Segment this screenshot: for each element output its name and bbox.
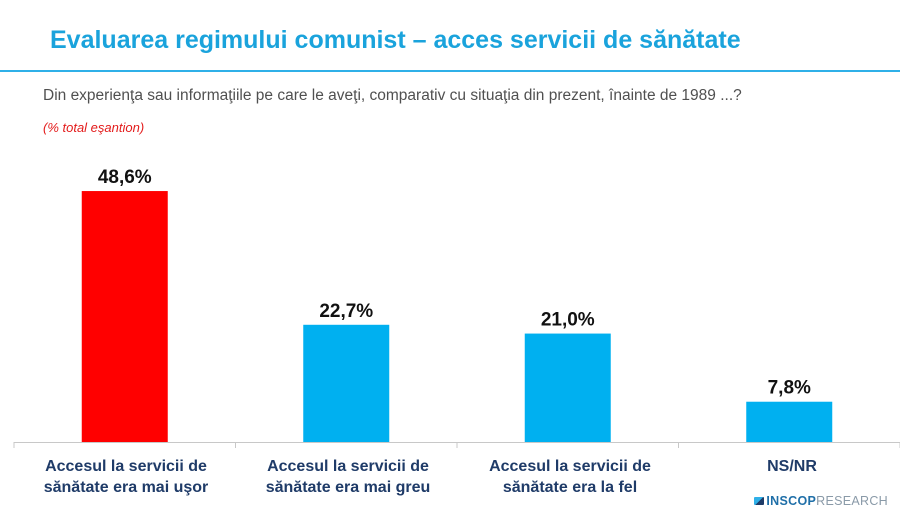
bar-0 bbox=[81, 191, 168, 442]
logo-text-primary: INSCOP bbox=[766, 494, 817, 508]
question-subtitle: Din experienţa sau informaţiile pe care … bbox=[43, 87, 742, 104]
page-title: Evaluarea regimului comunist – acces ser… bbox=[50, 26, 741, 54]
category-label-1: Accesul la servicii de sănătate era mai … bbox=[265, 458, 431, 496]
bar-1 bbox=[303, 324, 390, 442]
title-divider bbox=[0, 70, 900, 72]
bar-value-label-1: 22,7% bbox=[319, 301, 373, 322]
logo-text-secondary: RESEARCH bbox=[816, 494, 888, 508]
bar-value-label-3: 7,8% bbox=[768, 378, 811, 399]
category-label-3: NS/NR bbox=[767, 458, 817, 475]
bar-3 bbox=[746, 401, 833, 442]
category-label-2: Accesul la servicii de sănătate era la f… bbox=[489, 458, 651, 496]
category-label-0: Accesul la servicii de sănătate era mai … bbox=[43, 458, 209, 496]
sample-note: (% total eşantion) bbox=[43, 120, 145, 135]
inscop-logo: INSCOP RESEARCH bbox=[754, 494, 888, 508]
logo-icon bbox=[754, 497, 765, 505]
bar-2 bbox=[524, 333, 611, 442]
bar-value-label-2: 21,0% bbox=[541, 310, 595, 331]
bar-value-label-0: 48,6% bbox=[98, 167, 152, 188]
